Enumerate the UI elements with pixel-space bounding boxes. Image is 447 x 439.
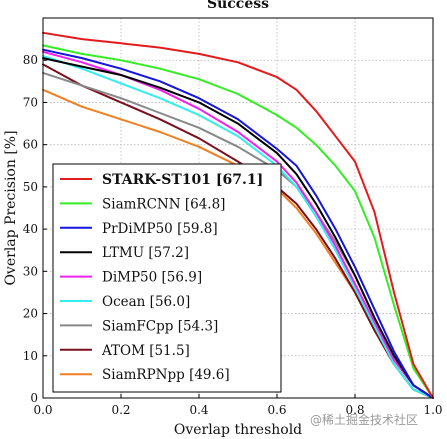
series-lines xyxy=(42,31,434,399)
x-tick-label: 0.6 xyxy=(267,403,286,417)
legend-label: ATOM [51.5] xyxy=(101,343,190,359)
legend-label: DiMP50 [56.9] xyxy=(102,270,202,286)
legend-series-score: [51.5] xyxy=(149,343,190,359)
legend-series-score: [57.2] xyxy=(148,245,189,261)
legend-box xyxy=(52,163,282,393)
legend-series-score: [56.0] xyxy=(150,294,191,310)
legend-series-name: STARK-ST101 xyxy=(102,172,211,188)
y-tick-label: 10 xyxy=(23,349,38,363)
chart-title: Success xyxy=(207,0,269,12)
legend: STARK-ST101 [67.1] SiamRCNN [64.8] PrDiMP5… xyxy=(52,163,282,393)
series-line-stark-st101 xyxy=(42,31,434,399)
x-tick-label: 0.0 xyxy=(33,403,52,417)
x-tick-label: 0.8 xyxy=(345,403,364,417)
legend-label: SiamRPNpp [49.6] xyxy=(102,367,230,383)
y-tick-label: 50 xyxy=(23,180,38,194)
legend-label: STARK-ST101 [67.1] xyxy=(102,172,263,188)
legend-series-name: PrDiMP50 xyxy=(102,221,173,237)
legend-series-name: Ocean xyxy=(102,294,146,310)
legend-series-name: LTMU xyxy=(102,245,144,261)
x-tick-label: 0.2 xyxy=(111,403,130,417)
y-tick-label: 70 xyxy=(23,95,38,109)
y-axis-ticks: 0 10 20 30 40 50 60 70 80 xyxy=(23,53,47,405)
legend-series-score: [54.3] xyxy=(178,318,219,334)
legend-label: Ocean [56.0] xyxy=(102,294,190,310)
legend-series-score: [49.6] xyxy=(189,367,230,383)
legend-series-score: [64.8] xyxy=(185,196,226,212)
y-tick-label: 20 xyxy=(23,307,38,321)
legend-series-name: SiamRPNpp xyxy=(102,367,185,383)
x-axis-ticks: 0.0 0.2 0.4 0.6 0.8 1.0 xyxy=(33,394,443,417)
x-tick-label: 0.4 xyxy=(189,403,208,417)
legend-series-name: SiamFCpp xyxy=(102,318,173,334)
y-tick-label: 0 xyxy=(30,391,38,405)
series-line-prdimp50 xyxy=(42,48,434,399)
legend-series-name: ATOM xyxy=(101,343,145,359)
legend-series-score: [67.1] xyxy=(216,172,263,188)
series-line-ltmu xyxy=(42,57,434,399)
y-tick-label: 80 xyxy=(23,53,38,67)
legend-series-score: [56.9] xyxy=(162,270,203,286)
watermark-text: @稀土掘金技术社区 xyxy=(310,412,418,427)
plot-frame xyxy=(42,17,434,399)
legend-series-score: [59.8] xyxy=(177,221,218,237)
x-axis-title: Overlap threshold xyxy=(174,422,302,438)
series-line-ocean xyxy=(42,55,434,399)
y-tick-label: 40 xyxy=(23,222,38,236)
y-axis-title: Overlap Precision [%] xyxy=(3,130,19,285)
y-tick-label: 60 xyxy=(23,138,38,152)
legend-series-name: SiamRCNN xyxy=(102,196,181,212)
legend-label: SiamFCpp [54.3] xyxy=(102,318,218,334)
legend-label: PrDiMP50 [59.8] xyxy=(102,221,218,237)
x-tick-label: 1.0 xyxy=(423,403,442,417)
y-tick-label: 30 xyxy=(23,264,38,278)
legend-series-name: DiMP50 xyxy=(102,270,157,286)
legend-label: LTMU [57.2] xyxy=(102,245,189,261)
series-line-siamrcnn xyxy=(42,44,434,399)
legend-label: SiamRCNN [64.8] xyxy=(102,196,225,212)
